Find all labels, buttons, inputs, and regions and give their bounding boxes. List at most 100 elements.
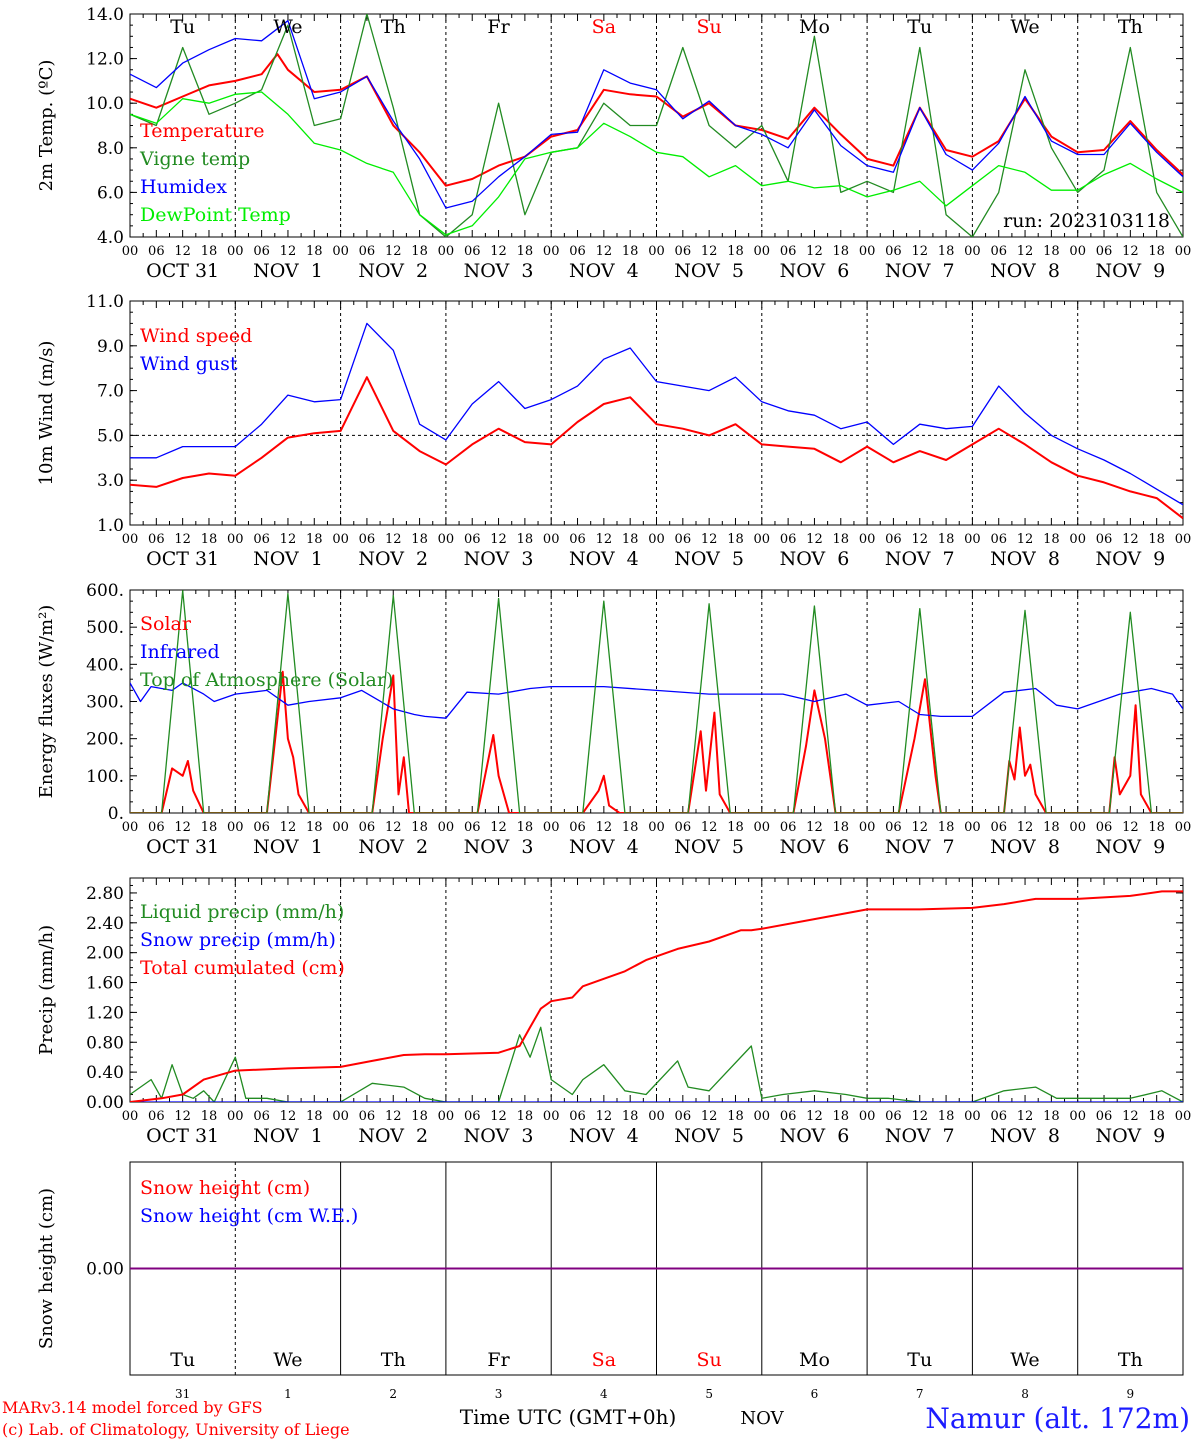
x-tick-label: 18 xyxy=(201,532,218,547)
x-tick-label: 18 xyxy=(411,532,428,547)
x-tick-label: 00 xyxy=(543,820,560,835)
x-tick-label: 12 xyxy=(596,1109,613,1124)
x-tick-label: 12 xyxy=(174,1109,191,1124)
x-tick-label: 18 xyxy=(622,1109,639,1124)
x-tick-label: 12 xyxy=(911,244,928,259)
y-tick-label: 6.0 xyxy=(97,183,124,203)
x-tick-label: 06 xyxy=(780,244,797,259)
day-number-label: 9 xyxy=(1127,1387,1135,1401)
x-tick-label: 06 xyxy=(1096,532,1113,547)
x-tick-label: 12 xyxy=(806,820,823,835)
y-tick-label: 1.20 xyxy=(86,1003,124,1023)
x-date-label: NOV 4 xyxy=(569,260,639,282)
x-tick-label: 18 xyxy=(938,244,955,259)
x-date-label: NOV 8 xyxy=(990,548,1060,570)
x-tick-label: 06 xyxy=(885,1109,902,1124)
x-date-label: NOV 6 xyxy=(780,260,850,282)
x-tick-label: 18 xyxy=(306,1109,323,1124)
x-tick-label: 12 xyxy=(701,820,718,835)
y-tick-label: 1.0 xyxy=(97,516,124,536)
x-tick-label: 18 xyxy=(1148,532,1165,547)
y-tick-label: 7.0 xyxy=(97,382,124,402)
legend-entry: Snow height (cm W.E.) xyxy=(140,1205,358,1227)
x-tick-label: 00 xyxy=(754,532,771,547)
x-tick-label: 12 xyxy=(1122,1109,1139,1124)
panels: 00 06 12 18 00 06 12 18 00 06 12 18 00 06 12 18 00 06 12 18… xyxy=(36,5,1191,1401)
x-date-label: OCT 31 xyxy=(146,836,219,858)
legend-entry: DewPoint Temp xyxy=(140,204,291,226)
x-tick-label: 06 xyxy=(569,1109,586,1124)
x-tick-label: 06 xyxy=(780,820,797,835)
weekday-label: Th xyxy=(381,1349,406,1371)
x-date-label: NOV 3 xyxy=(464,260,534,282)
x-date-label: NOV 6 xyxy=(780,836,850,858)
x-tick-label: 06 xyxy=(1096,1109,1113,1124)
legend-entry: Humidex xyxy=(140,176,227,198)
x-tick-label: 12 xyxy=(596,820,613,835)
x-tick-label: 00 xyxy=(332,532,349,547)
x-tick-label: 12 xyxy=(701,1109,718,1124)
x-tick-label: 12 xyxy=(280,1109,297,1124)
panel-2: 00 06 12 18 00 06 12 18 00 06 12 18 00 06 12 18 00 06 12 18… xyxy=(36,292,1191,570)
x-tick-label: 18 xyxy=(833,820,850,835)
x-tick-label: 06 xyxy=(359,244,376,259)
x-tick-label: 06 xyxy=(990,1109,1007,1124)
x-tick-label: 00 xyxy=(438,820,455,835)
weekday-label: Tu xyxy=(907,16,932,38)
x-tick-label: 00 xyxy=(1175,532,1192,547)
x-tick-label: 12 xyxy=(1017,532,1034,547)
weekday-label: Th xyxy=(1118,16,1143,38)
x-date-label: NOV 2 xyxy=(358,548,428,570)
weekday-label: Su xyxy=(697,1349,722,1371)
x-tick-label: 00 xyxy=(1069,244,1086,259)
x-tick-label: 12 xyxy=(1017,244,1034,259)
day-number-label: 5 xyxy=(705,1387,713,1401)
day-number-label: 4 xyxy=(600,1387,608,1401)
x-tick-label: 06 xyxy=(675,244,692,259)
x-tick-label: 00 xyxy=(964,820,981,835)
day-number-label: 6 xyxy=(811,1387,819,1401)
model-credit: MARv3.14 model forced by GFS xyxy=(2,1398,263,1417)
y-tick-label: 11.0 xyxy=(86,292,124,312)
x-tick-label: 00 xyxy=(227,244,244,259)
x-tick-label: 18 xyxy=(306,820,323,835)
y-tick-label: 400. xyxy=(86,655,124,675)
x-tick-label: 12 xyxy=(385,244,402,259)
panel-3: 00 06 12 18 00 06 12 18 00 06 12 18 00 06 12 18 00 06 12 18… xyxy=(36,581,1191,858)
x-tick-label: 00 xyxy=(227,820,244,835)
x-tick-label: 06 xyxy=(675,1109,692,1124)
x-tick-label: 00 xyxy=(754,244,771,259)
x-tick-label: 06 xyxy=(675,532,692,547)
x-tick-label: 18 xyxy=(306,244,323,259)
weekday-label: Tu xyxy=(170,1349,195,1371)
x-tick-label: 06 xyxy=(253,244,270,259)
x-tick-label: 12 xyxy=(174,244,191,259)
y-tick-label: 2.00 xyxy=(86,944,124,964)
x-tick-label: 12 xyxy=(490,532,507,547)
day-number-label: 8 xyxy=(1021,1387,1029,1401)
x-tick-label: 12 xyxy=(490,820,507,835)
y-tick-label: 500. xyxy=(86,618,124,638)
x-tick-label: 18 xyxy=(833,1109,850,1124)
x-tick-label: 18 xyxy=(201,1109,218,1124)
station-label: Namur (alt. 172m) xyxy=(925,1402,1190,1435)
x-tick-label: 00 xyxy=(227,1109,244,1124)
x-date-label: NOV 8 xyxy=(990,1125,1060,1147)
x-tick-label: 18 xyxy=(517,532,534,547)
weekday-label: We xyxy=(273,16,302,38)
day-number-label: 31 xyxy=(175,1387,190,1401)
legend-entry: Total cumulated (cm) xyxy=(140,957,345,979)
x-tick-label: 00 xyxy=(859,1109,876,1124)
weekday-label: We xyxy=(273,1349,302,1371)
legend-entry: Wind speed xyxy=(140,325,252,347)
x-tick-label: 06 xyxy=(148,820,165,835)
x-tick-label: 18 xyxy=(727,532,744,547)
weekday-label: Mo xyxy=(799,16,830,38)
x-tick-label: 06 xyxy=(990,532,1007,547)
x-tick-label: 12 xyxy=(385,1109,402,1124)
x-tick-label: 06 xyxy=(1096,820,1113,835)
x-tick-label: 06 xyxy=(569,244,586,259)
x-tick-label: 18 xyxy=(201,820,218,835)
x-tick-label: 18 xyxy=(938,1109,955,1124)
x-tick-label: 18 xyxy=(517,244,534,259)
